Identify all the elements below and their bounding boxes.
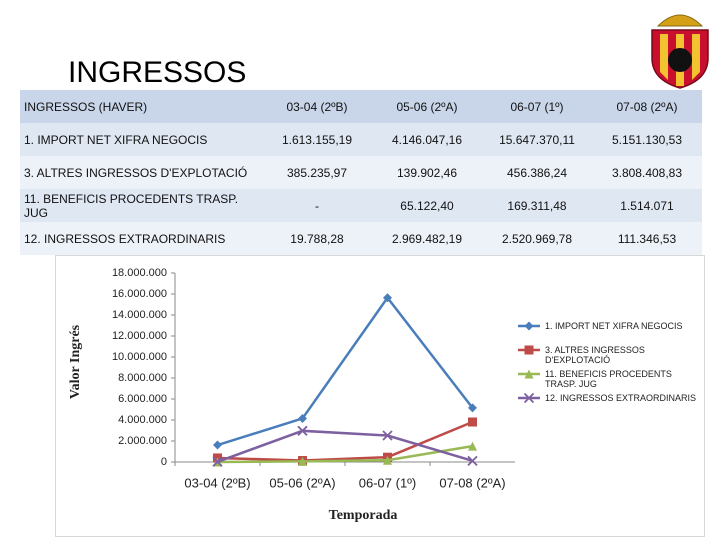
legend-entry: 11. BENEFICIS PROCEDENTS TRASP. JUG — [545, 369, 672, 389]
point — [468, 403, 477, 413]
legend-entry: 1. IMPORT NET XIFRA NEGOCIS — [545, 321, 683, 331]
series-line — [217, 444, 473, 464]
point — [383, 293, 392, 303]
y-tick-label: 16.000.000 — [112, 288, 167, 300]
cell: 139.902,46 — [396, 165, 458, 180]
row-label: 12. INGRESSOS EXTRAORDINARIS — [24, 231, 226, 246]
y-tick-label: 2.000.000 — [118, 435, 167, 447]
cell: 05-06 (2ºA) — [396, 99, 458, 114]
y-tick-label: 6.000.000 — [118, 393, 167, 405]
y-tick-label: 18.000.000 — [112, 267, 167, 279]
point — [213, 440, 222, 450]
y-tick-label: 12.000.000 — [112, 330, 167, 342]
y-tick-label: 10.000.000 — [112, 351, 167, 363]
cell: 111.346,53 — [617, 231, 677, 246]
cell: 2.969.482,19 — [391, 231, 463, 246]
cell: 03-04 (2ºB) — [286, 99, 348, 114]
cell: 3.808.408,83 — [611, 165, 683, 180]
point — [383, 455, 392, 465]
series-line — [217, 420, 473, 462]
point — [524, 345, 534, 355]
cell: 65.122,40 — [400, 198, 454, 213]
point — [524, 321, 534, 331]
cell: 456.386,24 — [506, 165, 568, 180]
row-label: 3. ALTRES INGRESSOS D'EXPLOTACIÓ — [24, 165, 248, 180]
point — [298, 413, 307, 423]
point — [524, 369, 534, 379]
y-tick-label: 14.000.000 — [112, 309, 167, 321]
cell: 15.647.370,11 — [499, 132, 575, 147]
cell: 19.788,28 — [290, 231, 344, 246]
cell: 169.311,48 — [507, 198, 567, 213]
x-axis-title: Temporada — [329, 508, 398, 523]
legend-entry: 12. INGRESSOS EXTRAORDINARIS — [545, 393, 697, 403]
cell: - — [315, 198, 319, 213]
y-axis-title: Valor Ingrés — [68, 324, 83, 399]
series-line — [217, 429, 473, 463]
cell: 06-07 (1º) — [510, 99, 564, 114]
point — [297, 425, 308, 436]
cell: 1.613.155,19 — [281, 132, 353, 147]
point — [298, 456, 307, 466]
row-label: INGRESSOS (HAVER) — [24, 99, 148, 114]
table-row: 11. BENEFICIS PROCEDENTS TRASP. JUG - 65.1… — [20, 189, 702, 222]
y-tick-label: 4.000.000 — [118, 414, 167, 426]
x-tick-label: 05-06 (2ºA) — [269, 475, 335, 490]
cell: 385.235,97 — [286, 165, 348, 180]
cell: 07-08 (2ºA) — [616, 99, 678, 114]
x-tick-label: 07-08 (2ºA) — [439, 475, 505, 490]
cell: 1.514.071 — [620, 198, 674, 213]
table-row: 3. ALTRES INGRESSOS D'EXPLOTACIÓ 385.235,… — [20, 156, 702, 189]
cell: 5.151.130,53 — [611, 132, 683, 147]
point — [382, 430, 393, 441]
y-tick-label: 0 — [161, 456, 167, 468]
y-tick-label: 8.000.000 — [118, 372, 167, 384]
series-line — [217, 295, 474, 447]
header-row: INGRESSOS (HAVER) 03-04 (2ºB) 05-06 (2ºA) 0… — [20, 90, 702, 123]
x-tick-label: 03-04 (2ºB) — [184, 475, 250, 490]
table-row: 12. INGRESSOS EXTRAORDINARIS 19.788,28 2.9… — [20, 222, 702, 255]
row-label: 11. BENEFICIS PROCEDENTS TRASP. JUG — [24, 191, 239, 220]
cell: 2.520.969,78 — [501, 231, 573, 246]
row-label: 1. IMPORT NET XIFRA NEGOCIS — [24, 132, 208, 147]
x-tick-label: 06-07 (1º) — [359, 475, 417, 490]
income-table: INGRESSOS (HAVER) 03-04 (2ºB) 05-06 (2ºA) 0… — [20, 90, 702, 255]
point — [212, 456, 223, 467]
point — [468, 441, 477, 451]
page-title: INGRESSOS — [68, 56, 247, 89]
point — [467, 455, 478, 466]
point — [468, 417, 477, 427]
legend-entry: 3. ALTRES INGRESSOS D'EXPLOTACIÓ — [545, 345, 645, 365]
chart-area — [55, 255, 705, 537]
table-row: 1. IMPORT NET XIFRA NEGOCIS 1.613.155,19 4… — [20, 123, 702, 156]
point — [523, 392, 535, 404]
cell: 4.146.047,16 — [391, 132, 463, 147]
